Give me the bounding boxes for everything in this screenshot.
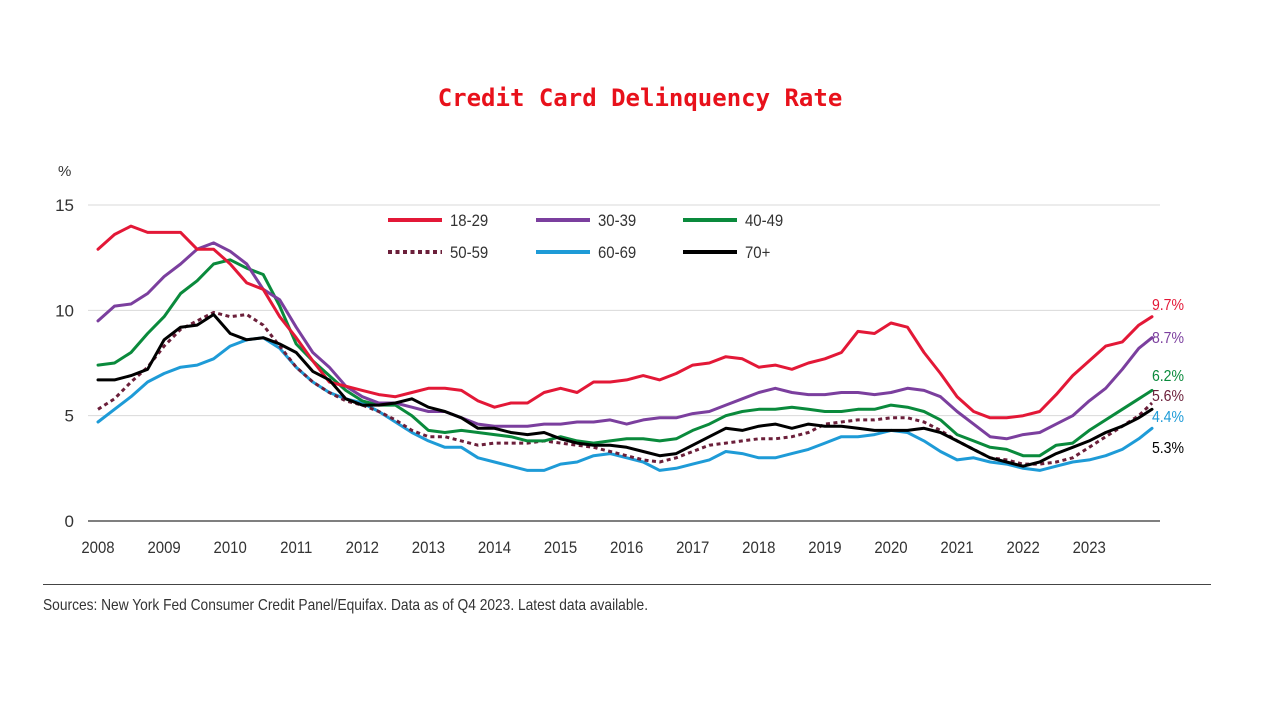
x-tick-label: 2011 [280, 539, 312, 557]
legend-label: 50-59 [450, 244, 488, 262]
x-tick-label: 2009 [147, 539, 180, 557]
legend-item: 18-29 [388, 212, 488, 230]
legend-label: 18-29 [450, 212, 488, 230]
series-line-60-69 [96, 336, 1154, 472]
x-tick-label: 2017 [676, 539, 709, 557]
series-line-40-49 [96, 258, 1154, 458]
x-tick-label: 2013 [412, 539, 445, 557]
legend-item: 60-69 [536, 244, 636, 262]
end-value-label: 8.7% [1152, 329, 1184, 347]
end-value-label: 4.4% [1152, 408, 1184, 426]
x-tick-label: 2022 [1007, 539, 1040, 557]
x-axis-ticks: 2008 2009 2010 2011 2012 2013 2014 2015 2016 2017… [81, 539, 1106, 557]
series-line-30-39 [96, 241, 1154, 441]
footer-divider [43, 584, 1211, 585]
series-lines [96, 224, 1154, 472]
x-tick-label: 2008 [81, 539, 114, 557]
source-note: Sources: New York Fed Consumer Credit Pa… [43, 597, 649, 614]
end-value-label: 5.6% [1152, 387, 1184, 405]
legend-label: 30-39 [598, 212, 636, 230]
legend-label: 70+ [745, 244, 770, 262]
x-tick-label: 2021 [940, 539, 973, 557]
x-tick-label: 2014 [478, 539, 511, 557]
x-tick-label: 2012 [346, 539, 379, 557]
end-value-label: 5.3% [1152, 439, 1184, 457]
gridlines [88, 204, 1160, 522]
x-tick-label: 2019 [808, 539, 841, 557]
x-tick-label: 2018 [742, 539, 775, 557]
legend-item: 40-49 [683, 212, 783, 230]
y-axis-label: % [58, 163, 71, 180]
y-tick-label: 0 [65, 512, 74, 531]
end-value-labels: 9.7% 8.7% 6.2% 5.6% 4.4% 5.3% [1152, 296, 1184, 457]
end-value-label: 9.7% [1152, 296, 1184, 314]
series-line-50-59 [97, 310, 1154, 466]
legend-item: 70+ [683, 244, 770, 262]
x-tick-label: 2020 [874, 539, 907, 557]
y-tick-label: 5 [65, 407, 74, 426]
y-tick-label: 15 [55, 196, 74, 215]
y-tick-label: 10 [55, 301, 74, 320]
x-tick-label: 2010 [214, 539, 247, 557]
end-value-label: 6.2% [1152, 367, 1184, 385]
y-axis-ticks: 0 5 10 15 [55, 196, 74, 531]
legend-item: 50-59 [388, 244, 488, 262]
x-tick-label: 2015 [544, 539, 577, 557]
legend-label: 60-69 [598, 244, 636, 262]
series-line-18-29 [96, 224, 1154, 420]
legend-item: 30-39 [536, 212, 636, 230]
x-tick-label: 2023 [1073, 539, 1106, 557]
series-line-70plus [96, 313, 1154, 468]
legend: 18-29 30-39 40-49 50-59 60-69 70+ [388, 212, 783, 262]
chart-title: Credit Card Delinquency Rate [437, 84, 843, 112]
legend-label: 40-49 [745, 212, 783, 230]
x-tick-label: 2016 [610, 539, 643, 557]
